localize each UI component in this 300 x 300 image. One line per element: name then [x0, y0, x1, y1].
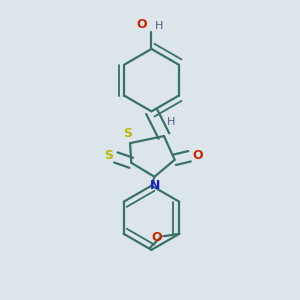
Text: O: O [137, 18, 147, 31]
Text: H: H [167, 117, 176, 127]
Text: S: S [123, 127, 132, 140]
Text: H: H [154, 21, 163, 31]
Text: O: O [151, 231, 162, 244]
Text: S: S [104, 149, 113, 162]
Text: N: N [150, 179, 160, 192]
Text: O: O [192, 149, 202, 162]
